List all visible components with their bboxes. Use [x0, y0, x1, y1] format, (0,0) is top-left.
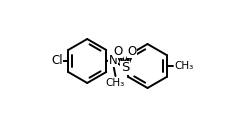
Text: Cl: Cl [51, 54, 63, 67]
Text: CH₃: CH₃ [106, 78, 125, 88]
Text: CH₃: CH₃ [174, 61, 193, 71]
Text: N: N [109, 54, 117, 67]
Text: S: S [121, 61, 129, 74]
Text: O: O [127, 45, 136, 58]
Text: O: O [113, 45, 123, 58]
